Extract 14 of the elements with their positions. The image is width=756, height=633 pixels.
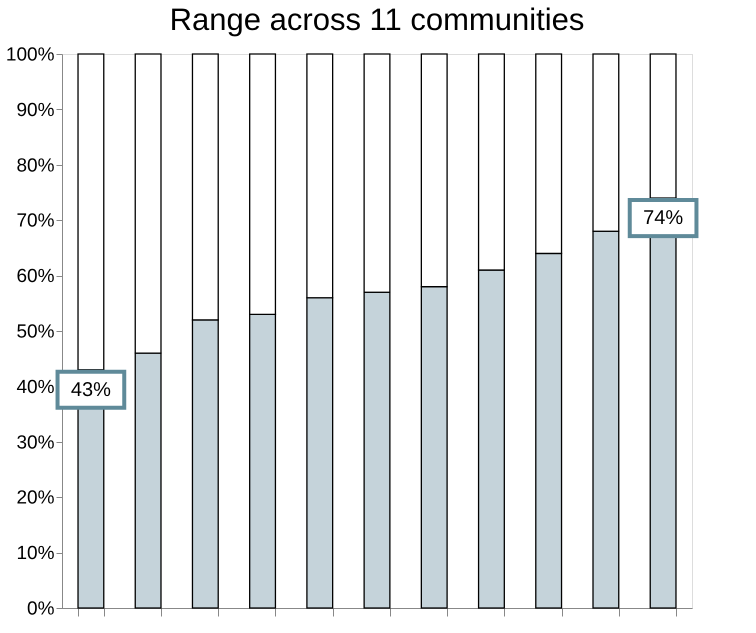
y-tick-label: 50% bbox=[16, 322, 55, 342]
y-tick-label: 30% bbox=[16, 432, 55, 454]
y-tick-label: 0% bbox=[27, 598, 55, 620]
y-tick-label: 100% bbox=[6, 44, 55, 66]
y-tick-label: 80% bbox=[16, 155, 55, 176]
data-label: 43% bbox=[70, 378, 112, 401]
y-tick-label: 70% bbox=[16, 210, 55, 232]
data-label: 74% bbox=[643, 207, 684, 230]
y-tick-label: 10% bbox=[16, 543, 55, 564]
y-tick-label: 20% bbox=[16, 488, 55, 509]
y-tick-label: 60% bbox=[16, 266, 55, 288]
chart-title: Range across 11 communities bbox=[170, 2, 584, 37]
y-tick-label: 40% bbox=[16, 376, 55, 398]
y-tick-label: 90% bbox=[16, 100, 55, 121]
